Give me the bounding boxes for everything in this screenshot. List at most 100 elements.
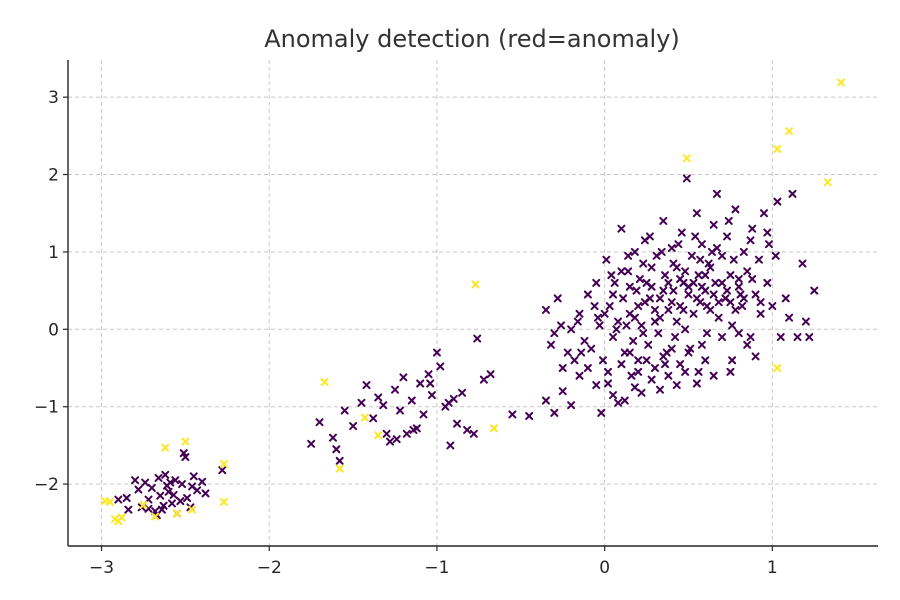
normal-point <box>687 251 696 260</box>
anomaly-point <box>188 505 197 514</box>
normal-point <box>486 370 495 379</box>
normal-point <box>340 406 349 415</box>
normal-point <box>805 333 814 342</box>
normal-point <box>718 251 727 260</box>
normal-point <box>161 470 170 479</box>
y-axis-ticks: −2 −1 0 1 2 3 <box>34 88 68 495</box>
normal-point <box>751 352 760 361</box>
normal-point <box>748 275 757 284</box>
normal-point <box>723 286 732 295</box>
normal-point <box>810 286 819 295</box>
normal-point <box>147 483 156 492</box>
normal-point <box>691 232 700 241</box>
normal-point <box>739 247 748 256</box>
normal-point <box>575 371 584 380</box>
anomaly-point <box>161 443 170 452</box>
normal-point <box>607 271 616 280</box>
normal-point <box>550 408 559 417</box>
anomaly-point <box>785 127 794 136</box>
normal-point <box>647 263 656 272</box>
normal-point <box>764 240 773 249</box>
normal-point <box>781 294 790 303</box>
normal-point <box>701 271 710 280</box>
normal-point <box>620 396 629 405</box>
normal-point <box>677 228 686 237</box>
normal-point <box>714 313 723 322</box>
normal-point <box>667 244 676 253</box>
normal-point <box>709 371 718 380</box>
normal-point <box>706 263 715 272</box>
y-tick-label: 3 <box>48 88 59 108</box>
normal-point <box>723 232 732 241</box>
normal-point <box>134 485 143 494</box>
normal-point <box>655 294 664 303</box>
normal-point <box>724 216 733 225</box>
normal-point <box>541 396 550 405</box>
normal-point <box>598 356 607 365</box>
normal-point <box>776 333 785 342</box>
normal-point <box>714 298 723 307</box>
normal-point <box>756 298 765 307</box>
normal-point <box>614 317 623 326</box>
normal-point <box>793 333 802 342</box>
normal-point <box>605 302 614 311</box>
normal-point <box>726 271 735 280</box>
normal-point <box>637 388 646 397</box>
normal-point <box>392 435 401 444</box>
normal-point <box>726 367 735 376</box>
normal-point <box>788 189 797 198</box>
normal-point <box>154 473 163 482</box>
normal-point <box>553 294 562 303</box>
normal-point <box>407 396 416 405</box>
normal-point <box>156 491 165 500</box>
normal-point <box>379 401 388 410</box>
normal-point <box>122 494 131 503</box>
normal-point <box>659 286 668 295</box>
normal-point <box>619 294 628 303</box>
normal-point <box>655 385 664 394</box>
y-tick-label: −2 <box>34 475 59 495</box>
normal-point <box>597 408 606 417</box>
normal-point <box>592 381 601 390</box>
normal-point <box>630 247 639 256</box>
normal-point <box>583 290 592 299</box>
normal-point <box>600 309 609 318</box>
normal-point <box>697 240 706 249</box>
normal-point <box>570 356 579 365</box>
chart-title: Anomaly detection (red=anomaly) <box>264 25 680 53</box>
normal-point <box>432 348 441 357</box>
normal-point <box>751 290 760 299</box>
normal-point <box>669 286 678 295</box>
normal-point <box>385 437 394 446</box>
normal-point <box>682 174 691 183</box>
normal-point <box>679 305 688 314</box>
normal-point <box>661 271 670 280</box>
normal-point <box>684 348 693 357</box>
normal-point <box>711 278 720 287</box>
normal-point <box>189 472 198 481</box>
x-tick-label: 0 <box>599 558 610 578</box>
normal-point <box>178 480 187 489</box>
normal-point <box>674 240 683 249</box>
normal-point <box>595 321 604 330</box>
normal-point <box>743 340 752 349</box>
normal-point <box>610 278 619 287</box>
normal-point <box>546 340 555 349</box>
normal-point <box>697 282 706 291</box>
normal-point <box>642 356 651 365</box>
normal-point <box>671 333 680 342</box>
normal-point <box>667 298 676 307</box>
normal-point <box>702 329 711 338</box>
data-points <box>100 78 846 526</box>
normal-point <box>629 336 638 345</box>
normal-point <box>692 209 701 218</box>
normal-point <box>602 255 611 264</box>
normal-point <box>604 367 612 376</box>
normal-point <box>644 340 653 349</box>
normal-point <box>218 466 227 475</box>
normal-point <box>709 220 718 229</box>
normal-point <box>659 216 668 225</box>
normal-point <box>634 302 643 311</box>
normal-point <box>335 456 344 465</box>
normal-point <box>169 490 178 499</box>
